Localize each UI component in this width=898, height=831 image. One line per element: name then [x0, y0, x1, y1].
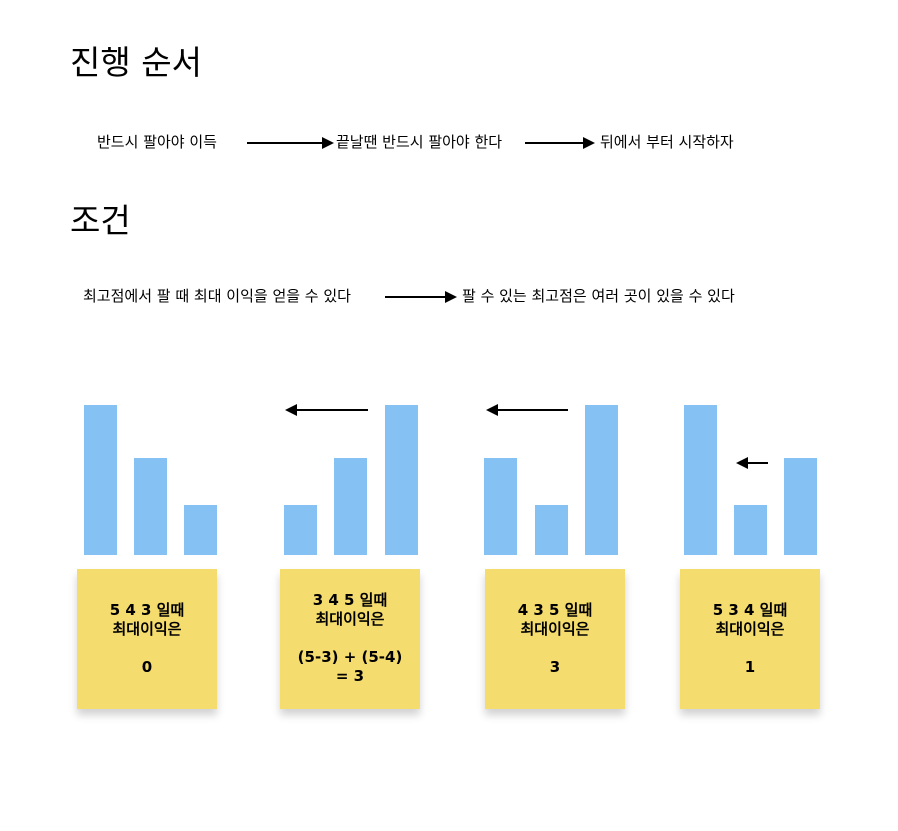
condition-step-1: 최고점에서 팔 때 최대 이익을 얻을 수 있다: [83, 287, 351, 305]
example-1-note: 5 4 3 일때 최대이익은 0: [77, 569, 217, 709]
example-4-bar-1: [684, 405, 717, 555]
process-title: 진행 순서: [70, 43, 202, 82]
example-2-bar-2: [334, 458, 367, 555]
condition-title: 조건: [70, 201, 131, 240]
example-1-bar-3: [184, 505, 217, 555]
example-3-arrow: [486, 404, 568, 416]
example-2-result-total: = 3: [335, 667, 365, 685]
example-1-bar-2: [134, 458, 167, 555]
example-2-bar-3: [385, 405, 418, 555]
example-2-label: 최대이익은: [315, 610, 385, 628]
example-3-note: 4 3 5 일때 최대이익은 3: [485, 569, 625, 709]
condition-step-2: 팔 수 있는 최고점은 여러 곳이 있을 수 있다: [462, 287, 735, 305]
example-4-arrow: [736, 457, 768, 469]
example-4-bar-3: [784, 458, 817, 555]
example-4-label: 최대이익은: [715, 620, 785, 638]
example-3-bar-3: [585, 405, 618, 555]
example-4-bar-2: [734, 505, 767, 555]
example-4-result: 1: [744, 658, 756, 676]
example-2-note: 3 4 5 일때 최대이익은 (5-3) + (5-4) = 3: [280, 569, 420, 709]
example-2-prices: 3 4 5 일때: [312, 591, 388, 609]
example-4-note: 5 3 4 일때 최대이익은 1: [680, 569, 820, 709]
example-1-result: 0: [141, 658, 153, 676]
example-3-label: 최대이익은: [520, 620, 590, 638]
example-3-prices: 4 3 5 일때: [517, 601, 593, 619]
condition-arrow: [385, 291, 457, 303]
process-step-2: 끝날땐 반드시 팔아야 한다: [336, 133, 503, 151]
example-2-bar-1: [284, 505, 317, 555]
process-step-3: 뒤에서 부터 시작하자: [600, 133, 734, 151]
process-arrow-2: [525, 137, 595, 149]
example-2-result: (5-3) + (5-4): [297, 648, 403, 666]
example-3-bar-1: [484, 458, 517, 555]
example-3-result: 3: [549, 658, 561, 676]
example-1-bar-1: [84, 405, 117, 555]
process-step-1: 반드시 팔아야 이득: [97, 133, 217, 151]
example-2-arrow: [285, 404, 368, 416]
example-1-prices: 5 4 3 일때: [109, 601, 185, 619]
example-4-prices: 5 3 4 일때: [712, 601, 788, 619]
process-arrow-1: [247, 137, 334, 149]
example-1-label: 최대이익은: [112, 620, 182, 638]
example-3-bar-2: [535, 505, 568, 555]
